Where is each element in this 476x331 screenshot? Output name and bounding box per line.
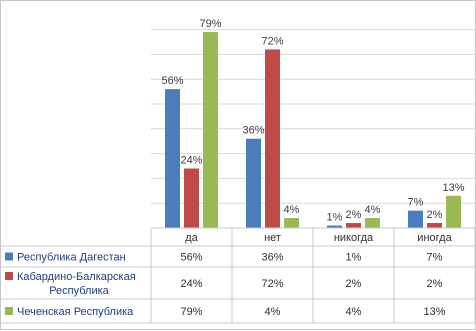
data-labels: 56%24%79%36%72%4%1% 2% 4%7%2%13% [161, 18, 464, 223]
table-cell: 1% [346, 252, 362, 264]
series-label: Республика Дагестан [17, 252, 126, 264]
gridlines [151, 29, 475, 204]
bar [203, 32, 218, 228]
data-label: 79% [199, 18, 221, 30]
bar [327, 225, 342, 228]
bar [346, 223, 361, 228]
category-label: никогда [334, 232, 374, 244]
table-cell: 24% [180, 278, 202, 290]
data-label: 13% [442, 182, 464, 194]
data-label: 36% [242, 125, 264, 137]
series-label: Республика [49, 285, 109, 297]
bar [365, 218, 380, 228]
table-cell: 79% [180, 306, 202, 318]
series-label: Чеченская Республика [17, 306, 134, 318]
table-cell: 4% [265, 306, 281, 318]
table-cell: 4% [346, 306, 362, 318]
bar [284, 218, 299, 228]
table-cell: 56% [180, 252, 202, 264]
data-label: 1% [327, 212, 343, 224]
table-cell: 2% [427, 278, 443, 290]
data-label: 2% [427, 209, 443, 221]
data-label: 72% [261, 35, 283, 47]
bar [408, 210, 423, 228]
series-label: Кабардино-Балкарская [17, 271, 136, 283]
data-label: 56% [161, 75, 183, 87]
category-label: да [185, 232, 198, 244]
table-cell: 2% [346, 278, 362, 290]
table-cell: 72% [261, 278, 283, 290]
bar [446, 195, 461, 228]
table-cell: 13% [423, 306, 445, 318]
table-cell: 36% [261, 252, 283, 264]
legend-key [5, 252, 13, 261]
data-label: 4% [365, 204, 381, 216]
bar [165, 89, 180, 229]
data-label: 24% [180, 154, 202, 166]
data-table: да нет никогда иногда Республика Дагестан 56%… [1, 227, 476, 324]
bar [246, 138, 261, 228]
table-cell: 7% [427, 252, 443, 264]
data-label: 4% [284, 204, 300, 216]
legend-key [5, 272, 13, 280]
bar [184, 168, 199, 228]
category-label: иногда [417, 232, 452, 244]
data-label: 7% [408, 197, 424, 209]
data-label: 2% [346, 209, 362, 221]
bars [165, 32, 461, 229]
legend-key [5, 307, 13, 315]
bar [265, 49, 280, 228]
category-label: нет [264, 232, 281, 244]
bar [427, 223, 442, 228]
